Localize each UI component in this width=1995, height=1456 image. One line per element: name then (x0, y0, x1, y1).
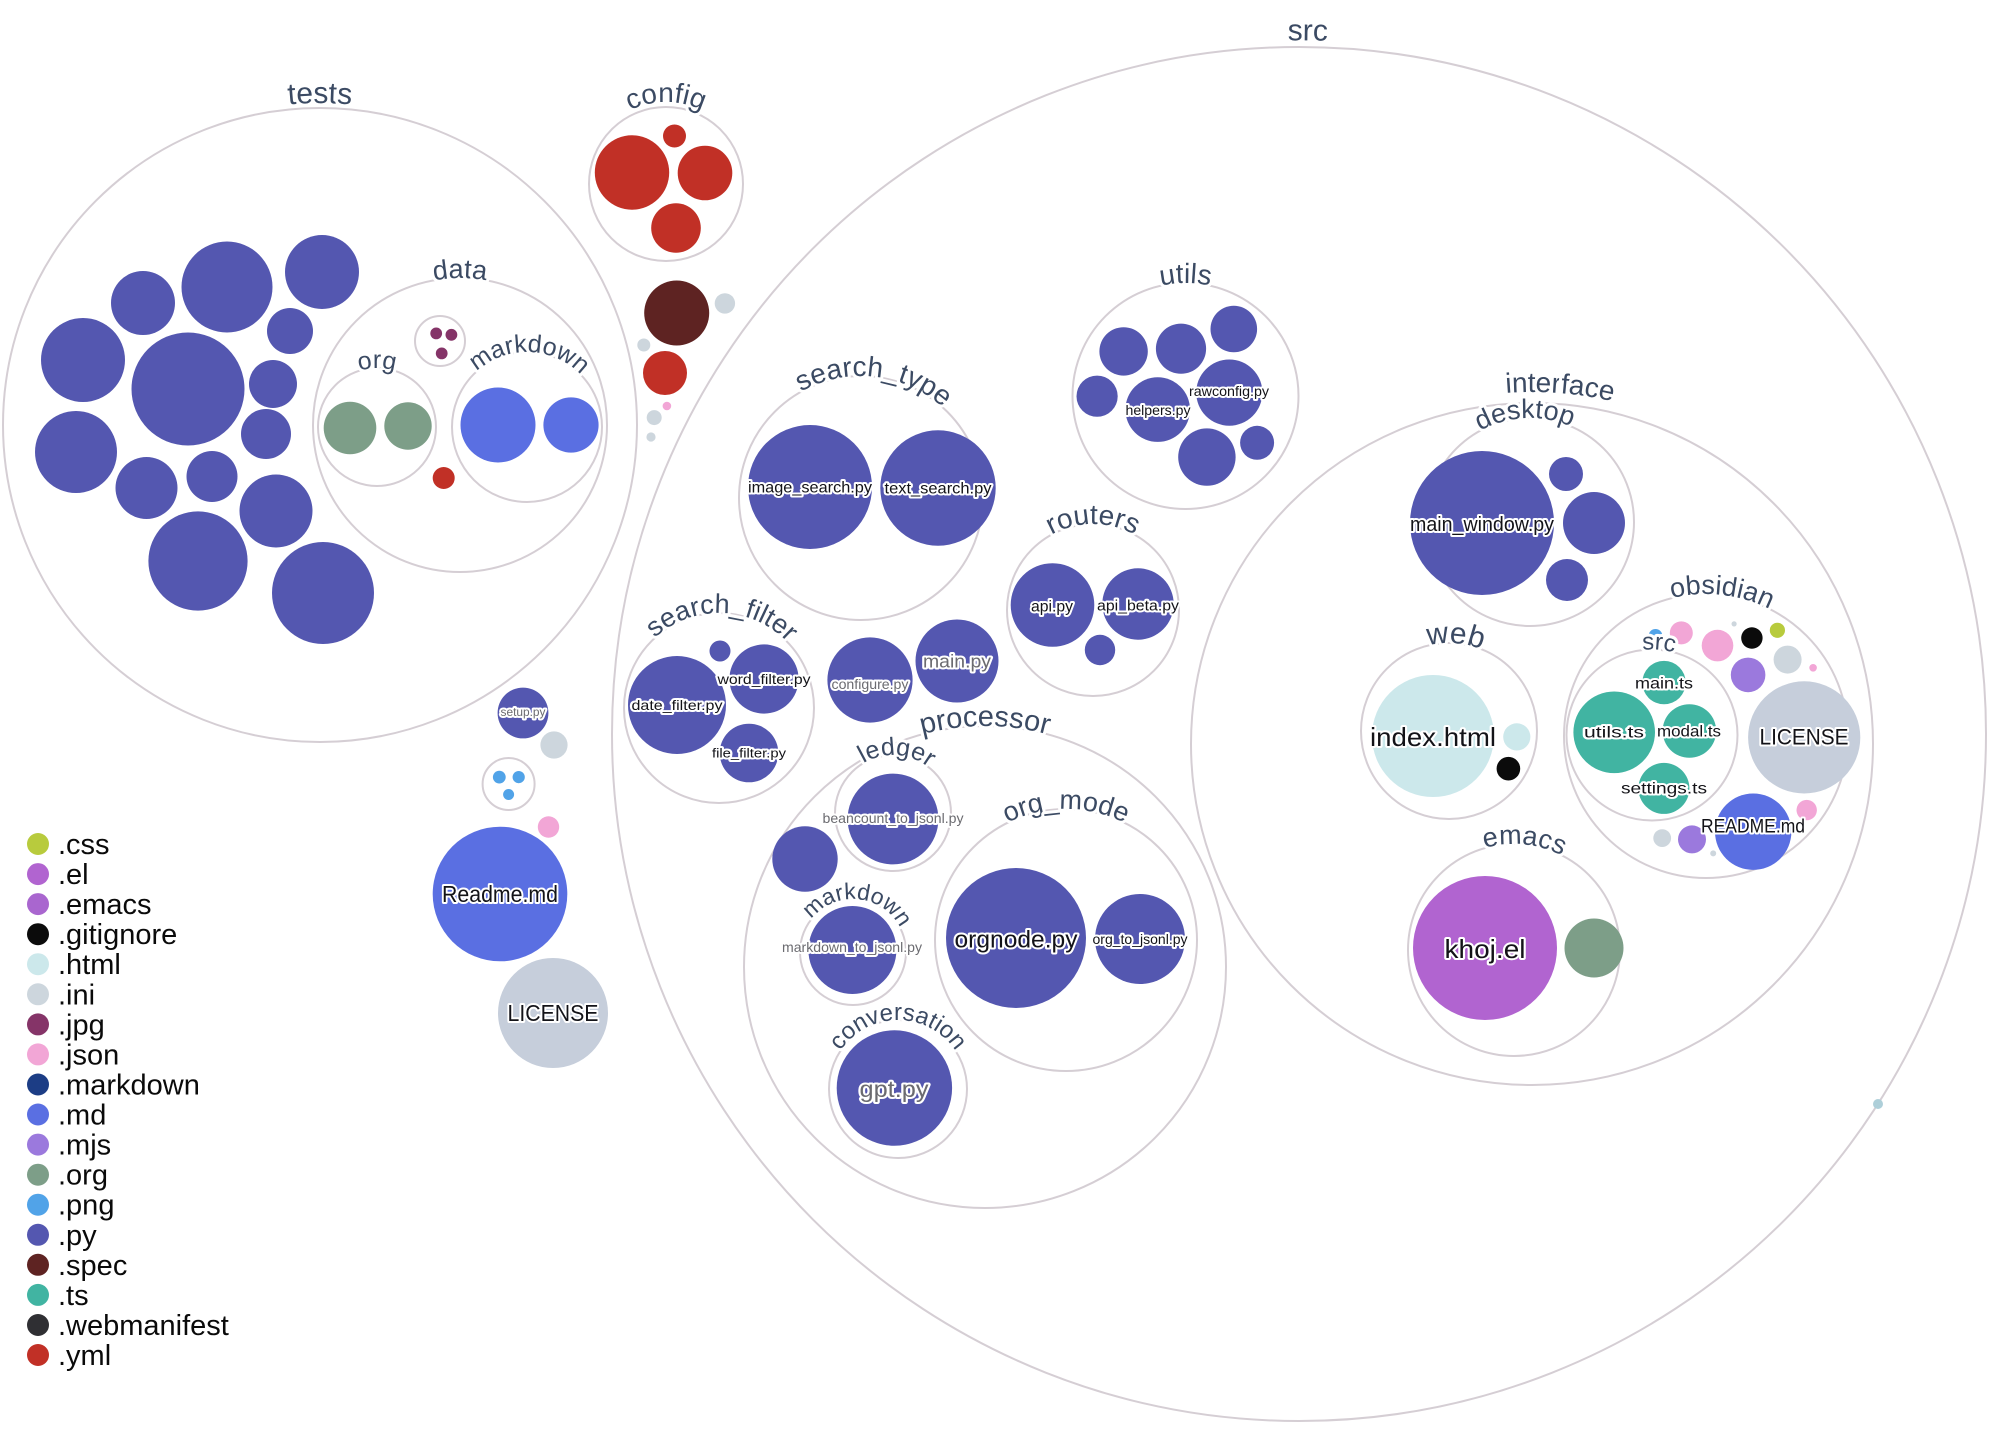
svg-text:file_filter.py: file_filter.py (712, 746, 787, 761)
svg-text:LICENSE: LICENSE (508, 1000, 599, 1026)
svg-text:src: src (1288, 14, 1329, 48)
svg-text:.png: .png (58, 1190, 114, 1222)
svg-text:utils: utils (1157, 258, 1214, 291)
svg-text:org_to_jsonl.py: org_to_jsonl.py (1093, 931, 1188, 947)
svg-text:.el: .el (58, 859, 89, 891)
svg-text:.py: .py (58, 1220, 97, 1252)
svg-text:.md: .md (58, 1100, 106, 1132)
svg-text:orgnode.py: orgnode.py (955, 926, 1078, 953)
svg-text:.jpg: .jpg (58, 1009, 105, 1041)
svg-text:word_filter.py: word_filter.py (716, 671, 810, 687)
svg-text:.gitignore: .gitignore (58, 919, 177, 951)
svg-text:index.html: index.html (1370, 722, 1496, 752)
svg-text:.css: .css (58, 829, 110, 861)
svg-text:text_search.py: text_search.py (885, 481, 992, 498)
svg-text:data: data (431, 254, 490, 286)
svg-text:.json: .json (58, 1039, 119, 1071)
svg-text:helpers.py: helpers.py (1126, 402, 1191, 418)
svg-text:api_beta.py: api_beta.py (1097, 597, 1180, 614)
svg-text:beancount_to_jsonl.py: beancount_to_jsonl.py (823, 810, 964, 826)
svg-text:src: src (1642, 628, 1679, 658)
svg-text:main_window.py: main_window.py (1410, 514, 1554, 536)
svg-text:khoj.el: khoj.el (1445, 934, 1526, 964)
svg-text:image_search.py: image_search.py (748, 480, 872, 497)
svg-text:.webmanifest: .webmanifest (58, 1310, 229, 1342)
svg-text:.mjs: .mjs (58, 1130, 111, 1162)
svg-text:gpt.py: gpt.py (860, 1076, 930, 1102)
svg-text:date_filter.py: date_filter.py (632, 697, 723, 713)
svg-text:.org: .org (58, 1160, 108, 1192)
svg-text:.markdown: .markdown (58, 1070, 200, 1102)
svg-text:configure.py: configure.py (832, 676, 909, 692)
svg-text:.yml: .yml (58, 1340, 111, 1372)
svg-text:Readme.md: Readme.md (442, 881, 558, 907)
svg-text:main.py: main.py (923, 651, 991, 671)
svg-text:LICENSE: LICENSE (1760, 725, 1849, 750)
svg-text:.emacs: .emacs (58, 889, 151, 921)
svg-text:org: org (355, 346, 399, 376)
svg-text:modal.ts: modal.ts (1657, 724, 1721, 741)
svg-text:markdown_to_jsonl.py: markdown_to_jsonl.py (782, 939, 922, 955)
svg-text:settings.ts: settings.ts (1621, 781, 1707, 798)
svg-text:utils.ts: utils.ts (1584, 725, 1644, 742)
svg-text:setup.py: setup.py (501, 705, 546, 719)
svg-text:README.md: README.md (1701, 817, 1805, 838)
svg-text:.spec: .spec (58, 1250, 127, 1282)
svg-text:.ini: .ini (58, 979, 95, 1011)
svg-text:web: web (1424, 616, 1490, 655)
svg-text:api.py: api.py (1031, 599, 1073, 616)
svg-text:rawconfig.py: rawconfig.py (1189, 383, 1269, 399)
svg-text:.html: .html (58, 949, 121, 981)
svg-text:.ts: .ts (58, 1280, 89, 1312)
svg-text:main.ts: main.ts (1635, 676, 1693, 693)
